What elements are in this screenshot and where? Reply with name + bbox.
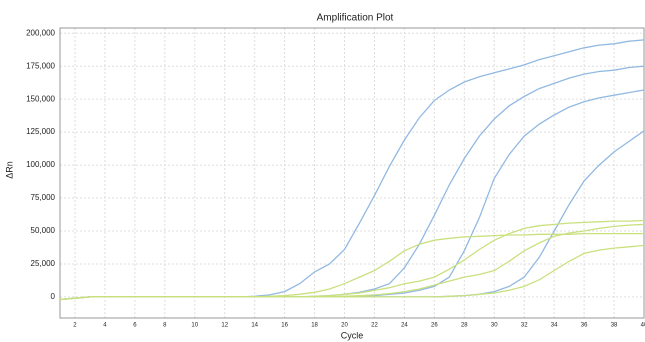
x-tick-label: 8 bbox=[163, 323, 167, 329]
x-tick-label: 4 bbox=[103, 323, 107, 329]
x-tick-label: 10 bbox=[191, 323, 198, 329]
x-tick-label: 36 bbox=[581, 323, 588, 329]
amplification-curve bbox=[59, 244, 645, 301]
x-tick-label: 2 bbox=[73, 323, 77, 329]
y-tick-label: 125,000 bbox=[26, 127, 55, 136]
y-tick-label: 0 bbox=[51, 292, 56, 301]
y-tick-label: 50,000 bbox=[31, 226, 56, 235]
y-tick-label: 175,000 bbox=[26, 61, 55, 70]
x-tick-label: 30 bbox=[491, 323, 498, 329]
x-tick-label: 14 bbox=[251, 323, 258, 329]
chart-title: Amplification Plot bbox=[317, 13, 394, 24]
x-tick-label: 22 bbox=[371, 323, 378, 329]
x-tick-label: 12 bbox=[221, 323, 228, 329]
x-tick-label: 26 bbox=[431, 323, 438, 329]
y-tick-label: 25,000 bbox=[31, 259, 56, 268]
x-tick-label: 38 bbox=[611, 323, 618, 329]
y-tick-label: 100,000 bbox=[26, 160, 55, 169]
x-tick-label: 40 bbox=[641, 323, 645, 329]
x-tick-label: 20 bbox=[341, 323, 348, 329]
x-tick-label: 28 bbox=[461, 323, 468, 329]
x-tick-label: 32 bbox=[521, 323, 528, 329]
x-tick-label: 34 bbox=[551, 323, 558, 329]
x-tick-label: 18 bbox=[311, 323, 318, 329]
y-tick-label: 150,000 bbox=[26, 94, 55, 103]
x-axis-label: Cycle bbox=[341, 330, 364, 340]
plot-frame bbox=[59, 27, 645, 319]
x-tick-label: 6 bbox=[133, 323, 137, 329]
y-tick-label: 200,000 bbox=[26, 28, 55, 37]
x-tick-label: 16 bbox=[281, 323, 288, 329]
x-tick-label: 24 bbox=[401, 323, 408, 329]
y-tick-label: 75,000 bbox=[31, 193, 56, 202]
y-axis-label: ΔRn bbox=[4, 161, 14, 179]
